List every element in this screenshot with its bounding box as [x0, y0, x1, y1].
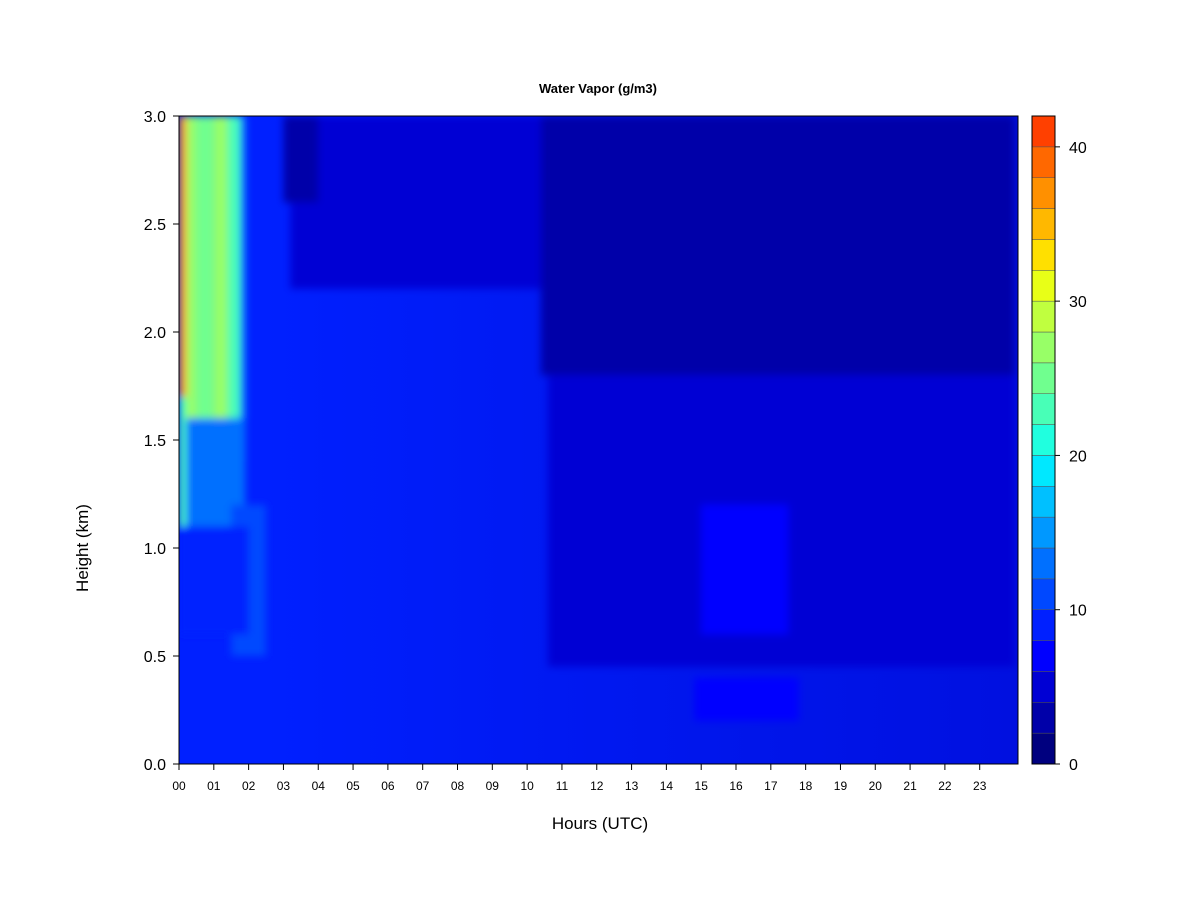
x-tick-label: 22	[938, 779, 952, 793]
colorbar-swatch	[1031, 270, 1056, 302]
x-tick-label: 01	[207, 779, 221, 793]
colorbar-swatch	[1031, 578, 1056, 610]
colorbar-swatch	[1031, 115, 1056, 148]
colorbar-swatch	[1031, 702, 1056, 734]
colorbar-tick-label: 10	[1069, 603, 1087, 620]
plot-area	[179, 116, 1018, 764]
x-tick-label: 09	[486, 779, 500, 793]
colorbar-swatch	[1031, 609, 1056, 641]
x-tick-label: 07	[416, 779, 430, 793]
heatmap-cell	[239, 116, 246, 462]
x-tick-label: 14	[660, 779, 674, 793]
heatmap-cell	[701, 504, 789, 635]
colorbar-swatch	[1031, 486, 1056, 518]
y-tick-label: 2.0	[144, 325, 166, 342]
heatmap-cell	[290, 116, 542, 289]
x-tick-label: 23	[973, 779, 987, 793]
colorbar-swatch	[1031, 640, 1056, 672]
x-axis: 00 01 02 03 04 05 06 07 08 09 10 11 12 13 14 15 16 17 18 19…	[172, 763, 987, 793]
x-tick-label: 21	[903, 779, 917, 793]
chart-title: Water Vapor (g/m3)	[539, 81, 657, 96]
heatmap-cell	[213, 116, 228, 419]
colorbar-frame	[1031, 115, 1056, 765]
heatmap-cell	[179, 526, 249, 635]
colorbar-tick-label: 0	[1069, 757, 1078, 774]
colorbar-swatch	[1031, 362, 1056, 394]
heatmap-cell	[179, 396, 186, 527]
heatmap-cell	[179, 116, 186, 397]
x-tick-label: 15	[695, 779, 709, 793]
x-tick-label: 12	[590, 779, 604, 793]
colorbar-tick-label: 30	[1069, 294, 1087, 311]
y-axis-label: Height (km)	[73, 504, 92, 592]
colorbar-swatch	[1031, 393, 1056, 425]
x-tick-label: 04	[312, 779, 326, 793]
colorbar-swatch	[1031, 547, 1056, 580]
plot-frame	[178, 115, 1019, 765]
x-tick-label: 20	[869, 779, 883, 793]
colorbar-swatch	[1031, 424, 1056, 456]
y-tick-label: 2.5	[144, 217, 166, 234]
x-tick-label: 16	[729, 779, 743, 793]
x-tick-label: 03	[277, 779, 291, 793]
x-tick-label: 02	[242, 779, 256, 793]
y-tick-label: 1.5	[144, 433, 166, 450]
x-tick-label: 18	[799, 779, 813, 793]
heatmap-cell	[541, 116, 1015, 376]
colorbar-swatch	[1031, 516, 1056, 549]
colorbar-swatch	[1031, 732, 1056, 765]
x-tick-label: 19	[834, 779, 848, 793]
x-tick-label: 11	[556, 779, 569, 793]
heatmap-cell	[185, 116, 197, 419]
x-axis-label: Hours (UTC)	[552, 814, 648, 833]
x-tick-label: 13	[625, 779, 639, 793]
x-tick-label: 05	[346, 779, 360, 793]
colorbar-tick-label: 40	[1069, 140, 1087, 157]
y-tick-label: 1.0	[144, 541, 166, 558]
heatmap-regions	[179, 116, 1015, 721]
y-tick-label: 0.5	[144, 649, 166, 666]
heatmap-cell	[227, 116, 240, 419]
colorbar-swatch	[1031, 331, 1056, 364]
colorbar-swatch	[1031, 177, 1056, 209]
colorbar-swatch	[1031, 146, 1056, 178]
colorbar-swatch	[1031, 300, 1056, 333]
x-tick-label: 10	[520, 779, 534, 793]
heatmap-cell	[283, 116, 319, 203]
x-tick-label: 17	[764, 779, 778, 793]
colorbar-swatch	[1031, 208, 1056, 240]
y-axis: 0.0 0.5 1.0 1.5 2.0 2.5 3.0	[144, 109, 180, 774]
colorbar-swatch	[1031, 455, 1056, 487]
colorbar-swatch	[1031, 671, 1056, 703]
heatmap-cell	[196, 116, 214, 440]
x-tick-label: 00	[172, 779, 186, 793]
colorbar: 0 10 20 30 40	[1031, 115, 1087, 774]
x-tick-label: 08	[451, 779, 465, 793]
heatmap-cell	[694, 677, 799, 721]
colorbar-swatch	[1031, 239, 1056, 271]
y-tick-label: 0.0	[144, 757, 166, 774]
x-tick-label: 06	[381, 779, 395, 793]
colorbar-tick-label: 20	[1069, 448, 1087, 465]
y-tick-label: 3.0	[144, 109, 166, 126]
